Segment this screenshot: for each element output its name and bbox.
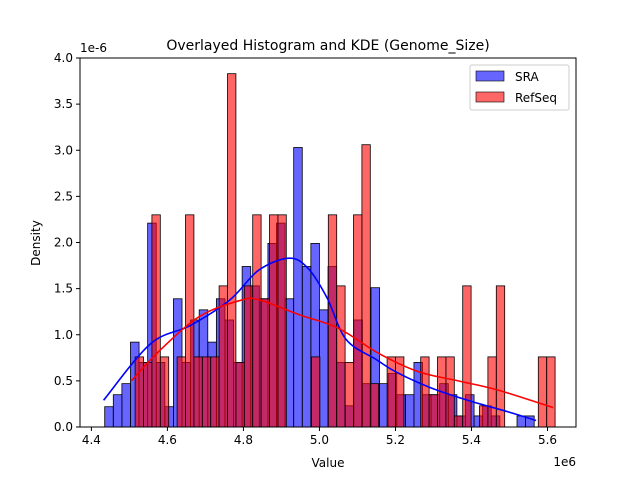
y-tick-label: 2.0 (54, 236, 73, 250)
y-axis-label: Density (29, 220, 43, 266)
bar-refseq (311, 356, 321, 428)
chart-title: Overlayed Histogram and KDE (Genome_Size… (166, 38, 489, 54)
bar-refseq (453, 415, 464, 428)
bar-sra (104, 406, 114, 428)
bar-refseq (546, 356, 556, 428)
bar-sra (301, 266, 312, 428)
y-tick-label: 3.0 (54, 143, 73, 157)
x-tick-label: 4.4 (82, 433, 101, 447)
y-tick-label: 1.5 (54, 282, 73, 296)
legend-label-refseq: RefSeq (515, 91, 557, 105)
x-axis: 4.4 4.6 4.8 5.0 5.2 5.4 5.6 (82, 427, 557, 447)
bar-refseq (344, 362, 354, 428)
y-axis: 0.0 0.5 1.0 1.5 2.0 2.5 3.0 3.5 4.0 (54, 51, 80, 434)
bar-refseq (479, 405, 489, 428)
legend-swatch-sra (475, 70, 505, 82)
kde-layer (102, 257, 554, 422)
x-tick-label: 5.0 (310, 433, 329, 447)
bar-sra (319, 309, 329, 428)
bar-refseq (420, 356, 430, 428)
bar-refseq (260, 298, 270, 428)
legend-swatch-refseq (475, 91, 505, 103)
legend-label-sra: SRA (515, 70, 539, 84)
bar-refseq (151, 214, 161, 428)
bar-sra (404, 394, 415, 428)
bar-refseq (269, 214, 279, 428)
x-tick-label: 4.8 (234, 433, 253, 447)
bar-refseq (235, 362, 245, 428)
bar-sra (121, 383, 131, 428)
x-tick-label: 5.2 (386, 433, 405, 447)
bar-refseq (134, 356, 144, 428)
y-tick-label: 0.5 (54, 374, 73, 388)
bar-refseq (336, 285, 346, 428)
bar-sra (112, 394, 123, 428)
bar-refseq (428, 394, 438, 428)
bar-refseq (176, 356, 186, 428)
y-tick-label: 1.0 (54, 328, 73, 342)
bar-refseq (277, 214, 287, 428)
kde-line-refseq (130, 297, 554, 409)
bar-refseq (252, 214, 262, 428)
bar-refseq (193, 356, 203, 428)
bar-refseq (369, 383, 380, 428)
bar-refseq (353, 214, 363, 428)
kde-line-sra (102, 257, 537, 422)
x-tick-label: 4.6 (158, 433, 177, 447)
bar-refseq (537, 356, 548, 428)
bar-refseq (243, 285, 254, 428)
x-offset-label: 1e6 (553, 455, 576, 469)
y-tick-label: 3.5 (54, 97, 73, 111)
bar-refseq (227, 73, 237, 428)
legend: SRA RefSeq (469, 64, 570, 111)
x-axis-label: Value (312, 456, 345, 470)
bar-refseq (143, 362, 153, 428)
x-tick-label: 5.6 (538, 433, 557, 447)
bar-sra (293, 147, 303, 428)
bar-refseq (495, 285, 506, 428)
y-tick-label: 0.0 (54, 420, 73, 434)
x-tick-label: 5.4 (462, 433, 481, 447)
y-offset-label: 1e-6 (80, 41, 107, 55)
bar-refseq (159, 356, 170, 428)
bar-refseq (445, 356, 455, 428)
bar-refseq (201, 356, 212, 428)
y-tick-label: 2.5 (54, 189, 73, 203)
bar-refseq (395, 356, 405, 428)
bar-refseq (487, 356, 497, 428)
bar-refseq (361, 144, 371, 428)
bar-refseq (210, 356, 220, 428)
bar-refseq (327, 214, 338, 428)
bar-refseq (462, 285, 472, 428)
y-tick-label: 4.0 (54, 51, 73, 65)
